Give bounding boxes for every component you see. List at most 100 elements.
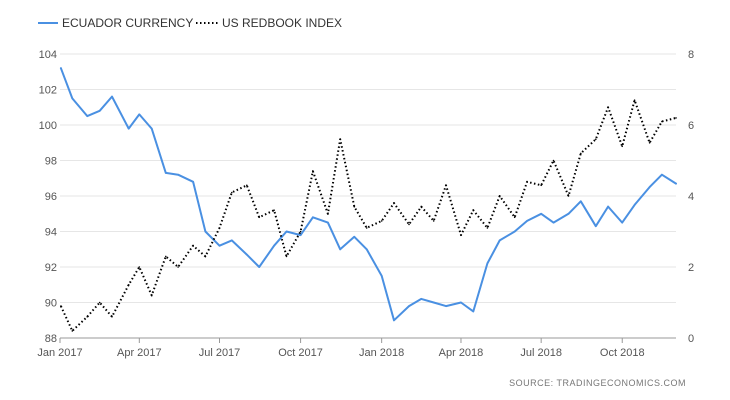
y-left-tick-label: 104	[39, 49, 57, 61]
data-point	[231, 239, 233, 242]
data-point	[127, 284, 130, 286]
data-point	[513, 230, 516, 233]
x-tick-label: Jul 2018	[520, 347, 562, 359]
data-point	[60, 305, 62, 307]
data-point	[111, 315, 113, 318]
data-point	[460, 234, 462, 236]
data-point	[648, 142, 651, 144]
y-right-tick-label: 2	[688, 262, 694, 274]
data-point	[246, 253, 248, 256]
x-tick-label: Oct 2018	[600, 347, 645, 359]
data-point	[567, 213, 570, 215]
data-point	[273, 244, 275, 247]
series-line-us-redbook-index	[59, 99, 677, 332]
data-point	[192, 181, 194, 183]
data-point	[71, 97, 74, 100]
data-point	[138, 113, 141, 116]
data-point	[299, 230, 302, 233]
data-point	[138, 266, 141, 268]
data-point	[408, 305, 410, 307]
data-point	[299, 234, 302, 236]
data-point	[408, 223, 410, 226]
data-point	[312, 170, 314, 172]
source-label: SOURCE: TRADINGECONOMICS.COM	[509, 378, 686, 388]
data-point	[486, 262, 489, 265]
data-point	[661, 173, 663, 176]
data-point	[204, 255, 207, 258]
data-point	[86, 315, 89, 318]
x-tick-label: Oct 2017	[278, 347, 323, 359]
x-tick-label: Jan 2017	[37, 347, 82, 359]
data-point	[246, 184, 248, 187]
data-point	[580, 200, 582, 203]
data-point	[460, 301, 462, 304]
data-point	[540, 213, 542, 215]
data-point	[111, 95, 113, 98]
data-point	[567, 195, 570, 197]
data-point	[150, 294, 153, 297]
data-point	[204, 230, 207, 233]
data-point	[526, 220, 528, 222]
data-point	[498, 239, 501, 242]
data-point	[312, 216, 314, 219]
data-point	[472, 310, 475, 313]
data-point	[353, 236, 356, 238]
y-left-tick-label: 92	[45, 262, 57, 274]
y-right-tick-label: 0	[688, 333, 694, 345]
data-point	[285, 230, 288, 233]
y-left-tick-label: 96	[45, 191, 57, 203]
data-point	[327, 213, 329, 215]
data-point	[607, 205, 609, 208]
data-point	[595, 138, 597, 140]
y-right-tick-label: 4	[688, 191, 694, 203]
y-left-tick-label: 94	[45, 227, 57, 239]
data-point	[327, 221, 329, 224]
data-point	[127, 127, 130, 130]
axis-ticks: 88 90 92 94 96 98 100 102 104 0 2 4 6 8 Jan 2017 Apr 20…	[37, 49, 694, 359]
data-point	[285, 255, 288, 258]
data-point	[526, 181, 528, 183]
data-point	[420, 205, 423, 208]
legend: ECUADOR CURRENCY US REDBOOK INDEX	[38, 16, 342, 30]
y-right-tick-label: 8	[688, 49, 694, 61]
data-point	[595, 225, 597, 227]
data-point	[621, 221, 623, 224]
data-point	[486, 227, 489, 229]
data-point	[365, 248, 368, 251]
data-point	[552, 159, 555, 162]
data-point	[365, 227, 368, 229]
series-lines	[59, 67, 677, 332]
data-point	[86, 115, 89, 117]
data-point	[393, 202, 395, 204]
data-point	[661, 120, 663, 123]
data-point	[445, 184, 447, 187]
y-left-tick-label: 88	[45, 333, 57, 345]
data-point	[192, 244, 194, 247]
legend-label-us-redbook-index: US REDBOOK INDEX	[222, 16, 342, 30]
data-point	[633, 204, 636, 206]
y-left-tick-label: 100	[39, 120, 57, 132]
gridlines	[59, 53, 676, 343]
data-point	[513, 216, 516, 219]
data-point	[150, 127, 153, 130]
legend-label-ecuador-currency: ECUADOR CURRENCY	[62, 16, 193, 30]
data-point	[607, 106, 609, 109]
data-point	[621, 145, 623, 148]
data-point	[380, 220, 383, 222]
data-point	[98, 110, 101, 112]
series-line-ecuador-currency	[59, 67, 677, 322]
data-point	[432, 301, 435, 304]
data-point	[353, 205, 356, 208]
y-left-tick-label: 102	[39, 85, 57, 97]
data-point	[98, 301, 101, 304]
data-point	[675, 117, 677, 119]
data-point	[273, 209, 275, 211]
data-point	[445, 305, 447, 307]
data-point	[472, 209, 475, 211]
data-point	[339, 248, 342, 251]
data-point	[648, 186, 651, 188]
data-point	[380, 275, 383, 277]
data-point	[71, 330, 74, 332]
data-point	[580, 152, 582, 155]
